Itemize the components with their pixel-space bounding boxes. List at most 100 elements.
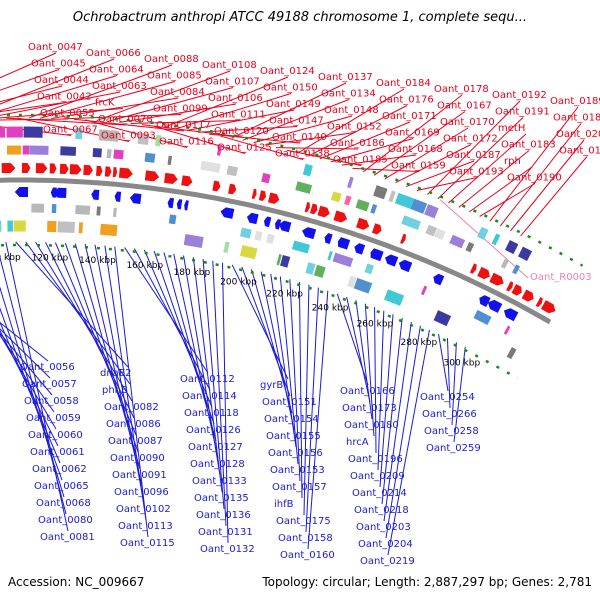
gene-label[interactable]: Oant_0148 xyxy=(324,105,379,116)
forward-gene-arrow[interactable] xyxy=(164,172,178,184)
forward-gene-arrow[interactable] xyxy=(212,180,221,192)
reverse-gene-arrow[interactable] xyxy=(246,212,259,225)
gene-label[interactable]: Oant_0191 xyxy=(495,107,550,118)
rna-label[interactable]: Oant_R0003 xyxy=(530,272,592,283)
gene-label[interactable]: Oant_0116 xyxy=(159,137,214,148)
gene-label[interactable]: Oant_0080 xyxy=(38,515,93,526)
gene-label[interactable]: Oant_0084 xyxy=(150,87,205,98)
forward-gene-arrow[interactable] xyxy=(400,233,406,244)
forward-gene-arrow[interactable] xyxy=(83,164,93,176)
gene-label[interactable]: Oant_0195 xyxy=(559,146,600,157)
gene-label[interactable]: Oant_0132 xyxy=(200,544,255,555)
reverse-gene-arrow[interactable] xyxy=(354,243,366,255)
reverse-gene-arrow[interactable] xyxy=(167,197,175,209)
gene-label[interactable]: Oant_0099 xyxy=(153,104,208,115)
gene-label[interactable]: Oant_0149 xyxy=(266,99,321,110)
forward-gene-arrow[interactable] xyxy=(181,175,193,187)
gene-label[interactable]: Oant_0063 xyxy=(92,81,147,92)
gene-label[interactable]: Oant_0091 xyxy=(112,470,167,481)
gene-label[interactable]: Oant_0134 xyxy=(321,89,376,100)
gene-label[interactable]: Oant_0055 xyxy=(40,108,95,119)
gene-label[interactable]: Oant_0042 xyxy=(37,92,92,103)
gene-label[interactable]: Oant_0186 xyxy=(330,138,385,149)
forward-gene-arrow[interactable] xyxy=(35,163,48,174)
reverse-gene-arrow[interactable] xyxy=(264,216,272,228)
gene-label[interactable]: Oant_0061 xyxy=(30,447,85,458)
gene-label[interactable]: Oant_0096 xyxy=(114,487,169,498)
gene-label[interactable]: Oant_0178 xyxy=(434,84,489,95)
gene-label[interactable]: Oant_0066 xyxy=(86,48,141,59)
gene-label[interactable]: Oant_0087 xyxy=(108,436,163,447)
forward-gene-arrow[interactable] xyxy=(69,164,82,175)
gene-label[interactable]: Oant_0115 xyxy=(120,538,175,549)
reverse-gene-arrow[interactable] xyxy=(278,220,292,233)
gene-label[interactable]: Oant_0068 xyxy=(36,498,91,509)
gene-label[interactable]: Oant_0107 xyxy=(205,77,260,88)
gene-label[interactable]: Oant_0167 xyxy=(437,101,492,112)
gene-label[interactable]: Oant_0045 xyxy=(31,59,86,70)
forward-gene-arrow[interactable] xyxy=(251,188,257,200)
gene-label[interactable]: Oant_0102 xyxy=(116,504,171,515)
gene-label[interactable]: Oant_0193 xyxy=(449,167,504,178)
forward-gene-arrow[interactable] xyxy=(118,167,133,179)
gene-label[interactable]: Oant_0060 xyxy=(28,430,83,441)
gene-label[interactable]: Oant_0128 xyxy=(190,459,245,470)
gene-label[interactable]: Oant_0147 xyxy=(269,116,324,127)
gene-label[interactable]: Oant_0064 xyxy=(89,65,144,76)
forward-gene-arrow[interactable] xyxy=(535,297,543,308)
gene-label[interactable]: Oant_0156 xyxy=(268,448,323,459)
gene-label[interactable]: Oant_0183 xyxy=(501,140,556,151)
gene-label[interactable]: Oant_0175 xyxy=(276,516,331,527)
gene-label[interactable]: Oant_0065 xyxy=(34,481,89,492)
gene-label[interactable]: Oant_0090 xyxy=(110,453,165,464)
gene-label[interactable]: Oant_0170 xyxy=(440,117,495,128)
gene-label[interactable]: Oant_0168 xyxy=(388,144,443,155)
gene-label[interactable]: Oant_0086 xyxy=(106,419,161,430)
gene-label[interactable]: Oant_0044 xyxy=(34,75,89,86)
reverse-gene-arrow[interactable] xyxy=(275,219,282,230)
forward-gene-arrow[interactable] xyxy=(144,170,160,182)
gene-label[interactable]: Oant_0106 xyxy=(208,93,263,104)
forward-gene-arrow[interactable] xyxy=(96,165,103,177)
reverse-gene-arrow[interactable] xyxy=(302,227,317,240)
gene-label[interactable]: Oant_0085 xyxy=(147,71,202,82)
forward-gene-arrow[interactable] xyxy=(21,163,31,174)
gene-label[interactable]: Oant_0154 xyxy=(264,414,319,425)
reverse-gene-arrow[interactable] xyxy=(371,249,384,262)
forward-gene-arrow[interactable] xyxy=(104,166,112,177)
forward-gene-arrow[interactable] xyxy=(59,163,69,174)
forward-gene-arrow[interactable] xyxy=(304,202,310,213)
forward-gene-arrow[interactable] xyxy=(540,300,556,314)
gene-label[interactable]: Oant_0190 xyxy=(507,173,562,184)
reverse-gene-arrow[interactable] xyxy=(220,207,235,219)
gene-label[interactable]: Oant_0067 xyxy=(43,125,98,136)
forward-gene-arrow[interactable] xyxy=(317,205,330,218)
gene-label[interactable]: Oant_0157 xyxy=(272,482,327,493)
forward-gene-arrow[interactable] xyxy=(228,183,237,195)
gene-label[interactable]: Oant_0112 xyxy=(180,374,235,385)
gene-label[interactable]: Oant_0155 xyxy=(266,431,321,442)
gene-label[interactable]: Oant_0117 xyxy=(156,120,211,131)
gene-label[interactable]: Oant_0158 xyxy=(278,533,333,544)
gene-label[interactable]: ihfB xyxy=(274,499,294,510)
gene-label[interactable]: Oant_0120 xyxy=(214,126,269,137)
forward-gene-arrow[interactable] xyxy=(489,272,504,286)
gene-label[interactable]: Oant_0196 xyxy=(348,454,403,465)
reverse-gene-arrow[interactable] xyxy=(324,233,333,245)
forward-gene-arrow[interactable] xyxy=(1,163,16,174)
gene-label[interactable]: Oant_0150 xyxy=(263,83,318,94)
gene-label[interactable]: Oant_0093 xyxy=(101,131,156,142)
gene-label[interactable]: metH xyxy=(498,123,525,134)
gene-label[interactable]: Oant_0082 xyxy=(104,402,159,413)
gene-label[interactable]: Oant_0047 xyxy=(28,42,83,53)
reverse-gene-arrow[interactable] xyxy=(114,191,122,202)
forward-gene-arrow[interactable] xyxy=(477,266,490,280)
forward-gene-arrow[interactable] xyxy=(49,163,57,174)
gene-label[interactable]: Oant_0081 xyxy=(40,532,95,543)
forward-gene-arrow[interactable] xyxy=(521,289,534,302)
gene-label[interactable]: Oant_0188 xyxy=(553,113,600,124)
gene-label[interactable]: Oant_0135 xyxy=(194,493,249,504)
gene-label[interactable]: Oant_0153 xyxy=(270,465,325,476)
gene-label[interactable]: Oant_0202 xyxy=(556,129,600,140)
